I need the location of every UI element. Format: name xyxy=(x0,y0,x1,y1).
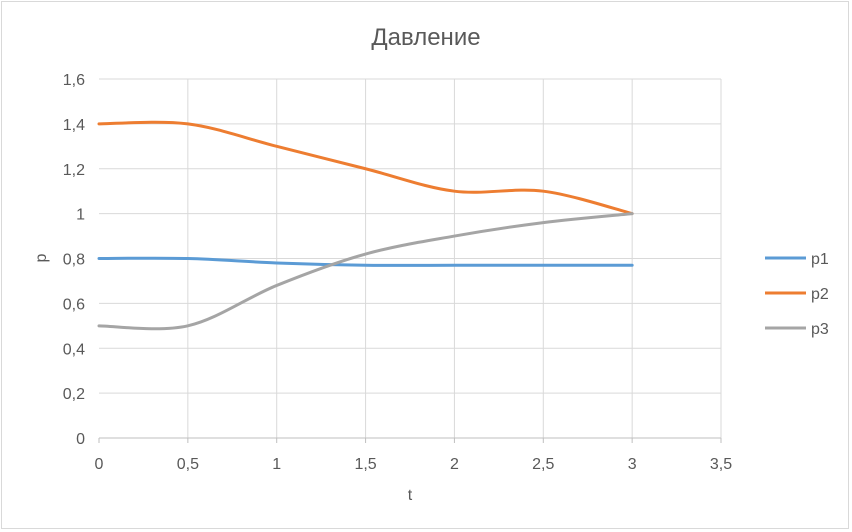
series-line-p1 xyxy=(97,256,634,267)
y-tick-label: 0,4 xyxy=(63,341,85,358)
y-tick-label: 1,4 xyxy=(63,117,85,134)
x-tick-label: 0,5 xyxy=(177,456,199,473)
y-tick-label: 0,6 xyxy=(63,296,85,313)
x-tick-label: 2 xyxy=(450,456,459,473)
gridlines xyxy=(99,78,722,438)
legend-item-p3: p3 xyxy=(765,321,829,338)
legend-label: p2 xyxy=(811,286,829,303)
y-tick-label: 0,2 xyxy=(63,386,85,403)
series-lines xyxy=(97,120,634,331)
x-axis-ticks: 0 0,5 1 1,5 2 2,5 3 3,5 xyxy=(95,438,732,473)
x-tick-label: 0 xyxy=(95,456,104,473)
legend-label: p3 xyxy=(811,321,829,338)
y-tick-label: 1,6 xyxy=(63,72,85,89)
x-tick-label: 3 xyxy=(628,456,637,473)
legend: p1 p2 p3 xyxy=(765,251,829,338)
x-tick-label: 1,5 xyxy=(354,456,376,473)
y-tick-label: 0 xyxy=(76,431,85,448)
y-tick-label: 0,8 xyxy=(63,252,85,269)
series-line-p2 xyxy=(97,120,634,216)
legend-item-p2: p2 xyxy=(765,286,829,303)
legend-item-p1: p1 xyxy=(765,251,829,268)
y-axis-ticks: 0 0,2 0,4 0,6 0,8 1 1,2 1,4 1,6 xyxy=(63,72,85,448)
y-tick-label: 1 xyxy=(76,207,85,224)
x-tick-label: 1 xyxy=(272,456,281,473)
x-axis-label: t xyxy=(408,487,413,504)
y-tick-label: 1,2 xyxy=(63,162,85,179)
x-tick-label: 2,5 xyxy=(532,456,554,473)
x-tick-label: 3,5 xyxy=(710,456,732,473)
y-axis-label: p xyxy=(33,253,50,262)
chart-title: Давление xyxy=(371,24,480,51)
series-line-p3 xyxy=(97,212,634,331)
legend-label: p1 xyxy=(811,251,829,268)
